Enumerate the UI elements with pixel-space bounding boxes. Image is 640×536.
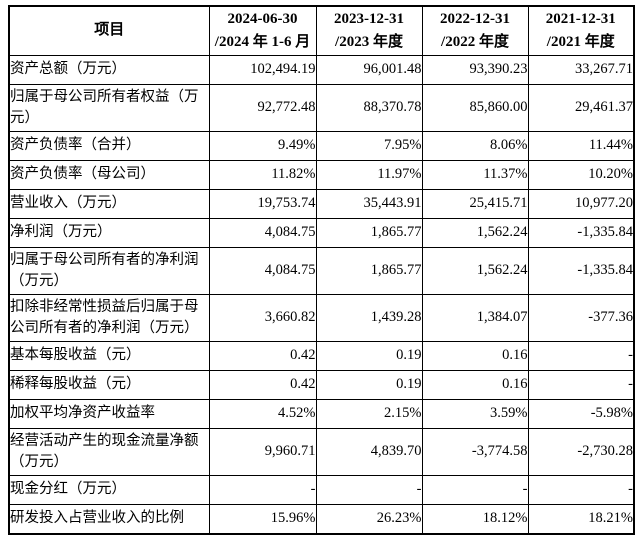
cell-value: 29,461.37 [527, 84, 635, 132]
cell-value: 25,415.71 [421, 189, 529, 219]
cell-value: -1,335.84 [527, 218, 635, 248]
table-row-net-profit-parent: 归属于母公司所有者的净利润 （万元） 4,084.75 1,865.77 1,5… [8, 247, 635, 295]
cell-value: 11.97% [315, 160, 423, 190]
cell-value: 4,084.75 [208, 218, 317, 248]
table-row-diluted-eps: 稀释每股收益（元） 0.42 0.19 0.16 - [8, 370, 635, 400]
table-row-weighted-roe: 加权平均净资产收益率 4.52% 2.15% 3.59% -5.98% [8, 399, 635, 429]
cell-value: 1,384.07 [421, 294, 529, 342]
cell-value: 0.19 [315, 341, 423, 371]
table-row-basic-eps: 基本每股收益（元） 0.42 0.19 0.16 - [8, 341, 635, 371]
cell-value: - [527, 475, 635, 505]
table-row-net-profit-deducted: 扣除非经常性损益后归属于母 公司所有者的净利润（万元） 3,660.82 1,4… [8, 294, 635, 342]
cell-value: 93,390.23 [421, 55, 529, 85]
table-row-total-assets: 资产总额（万元） 102,494.19 96,001.48 93,390.23 … [8, 55, 635, 85]
cell-value: 1,439.28 [315, 294, 423, 342]
cell-value: 18.12% [421, 504, 529, 535]
cell-value: 1,865.77 [315, 247, 423, 295]
cell-value: -2,730.28 [527, 428, 635, 476]
header-period-2023: 2023-12-31 /2023 年度 [315, 5, 423, 56]
cell-value: - [421, 475, 529, 505]
table-row-rd-ratio: 研发投入占营业收入的比例 15.96% 26.23% 18.12% 18.21% [8, 504, 635, 535]
header-period-2021: 2021-12-31 /2021 年度 [527, 5, 635, 56]
cell-value: 3,660.82 [208, 294, 317, 342]
cell-value: - [527, 341, 635, 371]
cell-value: - [527, 370, 635, 400]
row-label: 资产负债率（合并） [8, 131, 210, 161]
header-item: 项目 [8, 5, 210, 56]
cell-value: 9,960.71 [208, 428, 317, 476]
cell-value: 3.59% [421, 399, 529, 429]
table-row-debt-ratio-parent: 资产负债率（母公司） 11.82% 11.97% 11.37% 10.20% [8, 160, 635, 190]
cell-value: 0.19 [315, 370, 423, 400]
cell-value: 26.23% [315, 504, 423, 535]
row-label: 归属于母公司所有者权益（万 元） [8, 84, 210, 132]
cell-value: 4.52% [208, 399, 317, 429]
cell-value: - [208, 475, 317, 505]
cell-value: 4,084.75 [208, 247, 317, 295]
cell-value: 2.15% [315, 399, 423, 429]
row-label: 归属于母公司所有者的净利润 （万元） [8, 247, 210, 295]
cell-value: 1,562.24 [421, 218, 529, 248]
cell-value: 4,839.70 [315, 428, 423, 476]
cell-value: 7.95% [315, 131, 423, 161]
cell-value: 18.21% [527, 504, 635, 535]
cell-value: 10.20% [527, 160, 635, 190]
row-label: 研发投入占营业收入的比例 [8, 504, 210, 535]
row-label: 扣除非经常性损益后归属于母 公司所有者的净利润（万元） [8, 294, 210, 342]
row-label: 现金分红（万元） [8, 475, 210, 505]
cell-value: 0.16 [421, 370, 529, 400]
table-row-revenue: 营业收入（万元） 19,753.74 35,443.91 25,415.71 1… [8, 189, 635, 219]
cell-value: 9.49% [208, 131, 317, 161]
table-header-row: 项目 2024-06-30 /2024 年 1-6 月 2023-12-31 /… [8, 5, 635, 56]
cell-value: - [315, 475, 423, 505]
row-label: 资产负债率（母公司） [8, 160, 210, 190]
row-label: 资产总额（万元） [8, 55, 210, 85]
cell-value: 10,977.20 [527, 189, 635, 219]
cell-value: 0.16 [421, 341, 529, 371]
cell-value: 1,865.77 [315, 218, 423, 248]
table-row-debt-ratio-consolidated: 资产负债率（合并） 9.49% 7.95% 8.06% 11.44% [8, 131, 635, 161]
cell-value: 11.37% [421, 160, 529, 190]
cell-value: 102,494.19 [208, 55, 317, 85]
table-row-net-profit: 净利润（万元） 4,084.75 1,865.77 1,562.24 -1,33… [8, 218, 635, 248]
header-period-2022: 2022-12-31 /2022 年度 [421, 5, 529, 56]
cell-value: 96,001.48 [315, 55, 423, 85]
row-label: 稀释每股收益（元） [8, 370, 210, 400]
row-label: 基本每股收益（元） [8, 341, 210, 371]
cell-value: 1,562.24 [421, 247, 529, 295]
header-period-2024h1: 2024-06-30 /2024 年 1-6 月 [208, 5, 317, 56]
cell-value: -5.98% [527, 399, 635, 429]
cell-value: 15.96% [208, 504, 317, 535]
cell-value: 0.42 [208, 341, 317, 371]
table-row-parent-equity: 归属于母公司所有者权益（万 元） 92,772.48 88,370.78 85,… [8, 84, 635, 132]
cell-value: 92,772.48 [208, 84, 317, 132]
cell-value: -3,774.58 [421, 428, 529, 476]
cell-value: 11.44% [527, 131, 635, 161]
cell-value: 19,753.74 [208, 189, 317, 219]
cell-value: -377.36 [527, 294, 635, 342]
row-label: 营业收入（万元） [8, 189, 210, 219]
cell-value: 0.42 [208, 370, 317, 400]
table-row-operating-cash-flow: 经营活动产生的现金流量净额 （万元） 9,960.71 4,839.70 -3,… [8, 428, 635, 476]
cell-value: 85,860.00 [421, 84, 529, 132]
cell-value: 35,443.91 [315, 189, 423, 219]
row-label: 经营活动产生的现金流量净额 （万元） [8, 428, 210, 476]
row-label: 加权平均净资产收益率 [8, 399, 210, 429]
table-row-cash-dividend: 现金分红（万元） - - - - [8, 475, 635, 505]
cell-value: -1,335.84 [527, 247, 635, 295]
cell-value: 88,370.78 [315, 84, 423, 132]
cell-value: 11.82% [208, 160, 317, 190]
cell-value: 8.06% [421, 131, 529, 161]
row-label: 净利润（万元） [8, 218, 210, 248]
key-financials-table: 项目 2024-06-30 /2024 年 1-6 月 2023-12-31 /… [8, 5, 635, 535]
cell-value: 33,267.71 [527, 55, 635, 85]
